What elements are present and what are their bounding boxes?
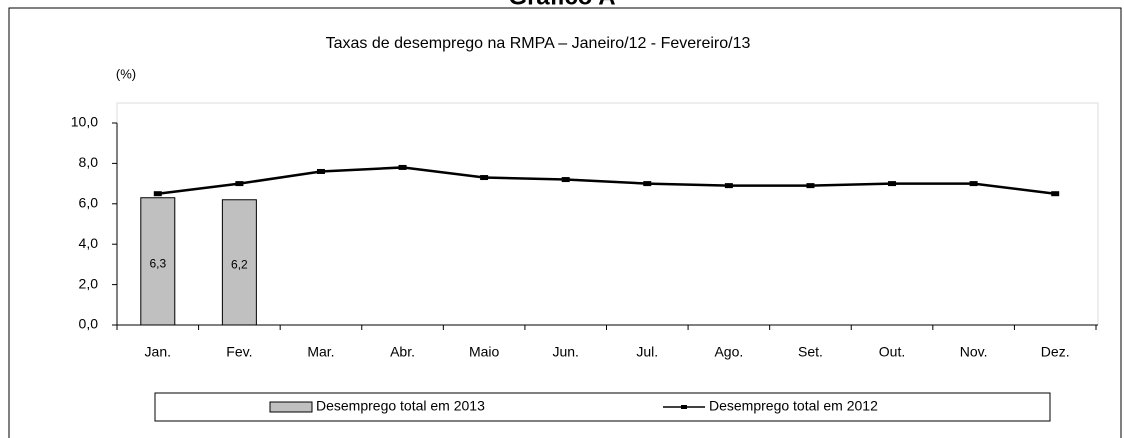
legend-swatch <box>269 401 313 413</box>
x-tick-label: Jan. <box>145 344 171 360</box>
x-tick-label: Fev. <box>226 344 252 360</box>
x-tick-label: Mar. <box>307 344 334 360</box>
x-tick-label: Dez. <box>1041 344 1070 360</box>
x-tick-label: Ago. <box>714 344 743 360</box>
x-tick-label: Jun. <box>552 344 578 360</box>
bar <box>221 199 257 326</box>
y-tick-label: 0,0 <box>79 316 99 332</box>
x-tick-label: Maio <box>469 344 500 360</box>
data-label: 6,2 <box>231 258 248 272</box>
bar <box>140 197 176 326</box>
data-label: 6,3 <box>149 257 166 271</box>
x-tick-label: Set. <box>798 344 823 360</box>
line <box>157 166 1056 195</box>
chart-frame <box>8 7 1122 438</box>
y-tick-label: 10,0 <box>71 114 98 130</box>
y-axis-label: (%) <box>116 66 136 81</box>
legend-label: Desemprego total em 2013 <box>316 398 485 414</box>
y-tick-label: 4,0 <box>79 235 99 251</box>
y-tick-label: 2,0 <box>79 275 99 291</box>
x-tick-label: Out. <box>879 344 905 360</box>
y-tick-label: 6,0 <box>79 195 99 211</box>
legend-label: Desemprego total em 2012 <box>709 398 878 414</box>
x-tick-label: Nov. <box>960 344 988 360</box>
x-tick-label: Jul. <box>636 344 658 360</box>
x-tick-label: Abr. <box>390 344 415 360</box>
y-tick-label: 8,0 <box>79 154 99 170</box>
chart-title: Gráfico A <box>508 0 615 10</box>
chart-subtitle: Taxas de desemprego na RMPA – Janeiro/12… <box>326 35 751 52</box>
